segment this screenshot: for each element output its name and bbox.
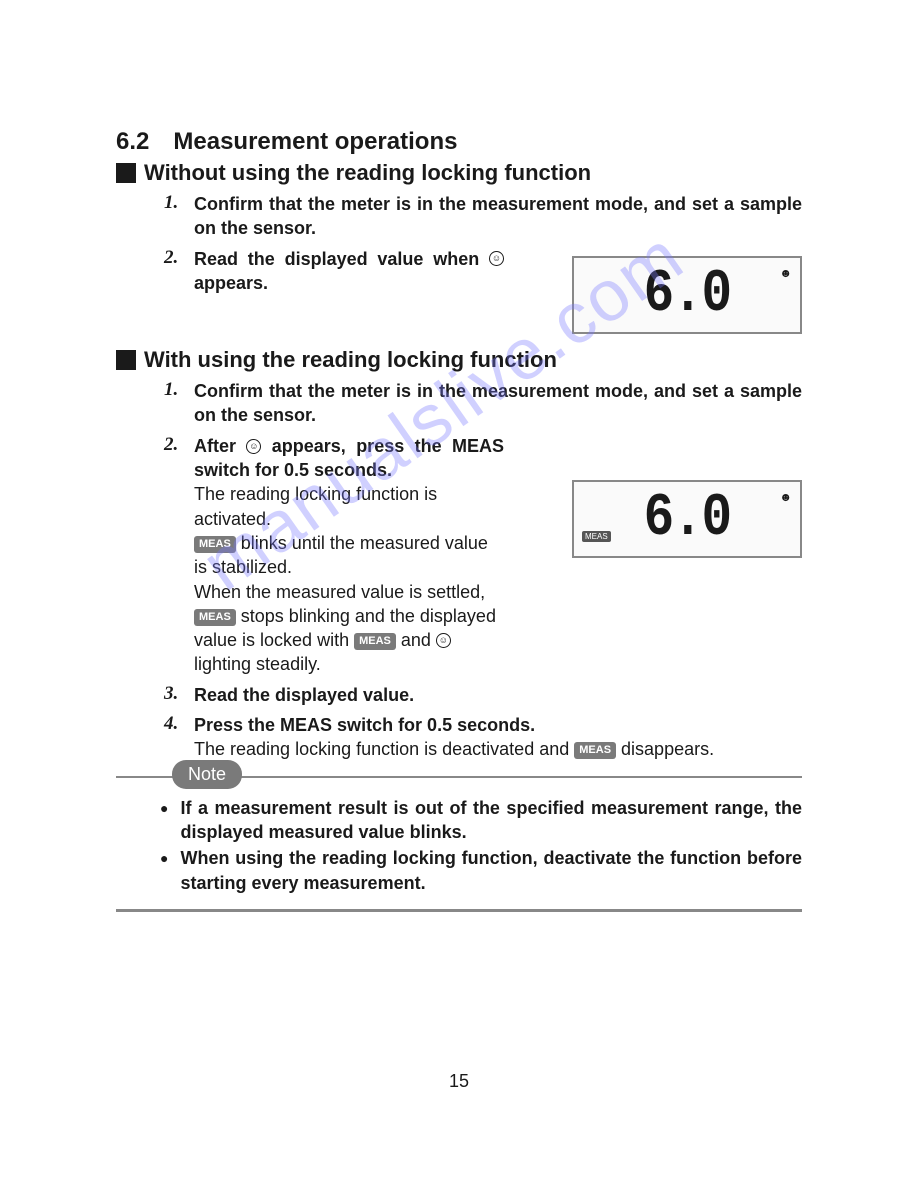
lcd-display-1: 6.0 ☻ [572,256,802,334]
note-item: ● If a measurement result is out of the … [160,796,802,845]
step-text: Read the displayed value when ☺ appears. [194,247,504,296]
page-number: 15 [0,1071,918,1092]
steps-list-2: 1. Confirm that the meter is in the meas… [116,379,802,761]
step-item: 1. Confirm that the meter is in the meas… [164,379,802,428]
step-item: 4. Press the MEAS switch for 0.5 seconds… [164,713,802,762]
section-title: Measurement operations [173,128,457,156]
step-text: Press the MEAS switch for 0.5 seconds. [194,713,802,737]
note-block: Note ● If a measurement result is out of… [116,776,802,912]
step-text: Read the displayed value. [194,683,802,707]
step-number: 4. [164,713,184,762]
smiley-icon: ☺ [246,439,261,454]
step-text: When the measured value is settled, MEAS… [194,580,504,677]
step-number: 2. [164,434,184,677]
meas-badge-icon: MEAS [354,633,396,650]
smiley-icon: ☻ [779,266,792,280]
smiley-icon: ☺ [436,633,451,648]
smiley-icon: ☺ [489,251,504,266]
subsection-title: With using the reading locking function [144,347,557,373]
step-number: 3. [164,683,184,707]
step-text: The reading locking function is activate… [194,482,504,531]
display-value: 6.0 [644,261,731,329]
step-item: 3. Read the displayed value. [164,683,802,707]
step-number: 1. [164,192,184,241]
note-text: If a measurement result is out of the sp… [180,796,802,845]
note-item: ● When using the reading locking functio… [160,846,802,895]
section-number: 6.2 [116,128,149,156]
divider [116,909,802,912]
note-badge: Note [172,760,242,789]
step-number: 2. [164,247,184,296]
step-text: After ☺ appears, press the MEAS switch f… [194,434,504,483]
smiley-icon: ☻ [779,490,792,504]
subsection-title: Without using the reading locking functi… [144,160,591,186]
step-text: MEAS blinks until the measured value is … [194,531,504,580]
step-text: Confirm that the meter is in the measure… [194,379,802,428]
step-text: The reading locking function is deactiva… [194,737,802,761]
step-text: Confirm that the meter is in the measure… [194,192,802,241]
square-marker-icon [116,163,136,183]
square-marker-icon [116,350,136,370]
meas-badge-icon: MEAS [574,742,616,759]
meas-badge-icon: MEAS [194,536,236,553]
step-number: 1. [164,379,184,428]
note-list: ● If a measurement result is out of the … [116,778,802,895]
lcd-display-2: MEAS 6.0 ☻ [572,480,802,558]
step-item: 1. Confirm that the meter is in the meas… [164,192,802,241]
subsection-with-locking: With using the reading locking function [116,347,802,373]
section-heading: 6.2 Measurement operations [116,128,802,156]
note-text: When using the reading locking function,… [180,846,802,895]
meas-badge-icon: MEAS [582,531,611,542]
bullet-icon: ● [160,796,168,845]
display-value: 6.0 [644,485,731,553]
subsection-without-locking: Without using the reading locking functi… [116,160,802,186]
bullet-icon: ● [160,846,168,895]
meas-badge-icon: MEAS [194,609,236,626]
